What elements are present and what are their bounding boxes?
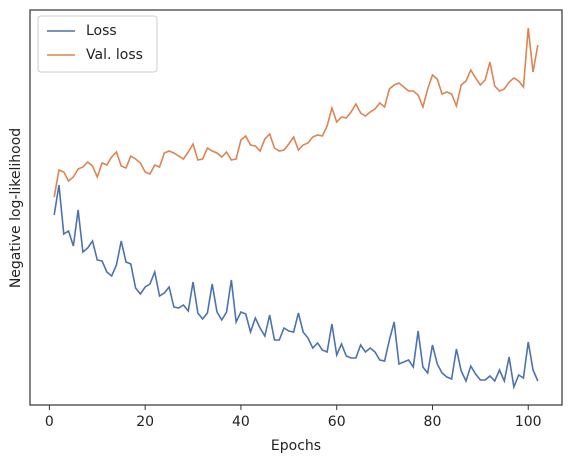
legend: Loss Val. loss xyxy=(37,15,158,73)
y-axis-label: Negative log-likelihood xyxy=(8,128,24,288)
x-tick-label: 100 xyxy=(515,414,542,430)
x-tick-label: 0 xyxy=(45,414,54,430)
line-series xyxy=(53,184,539,390)
axes-frame xyxy=(29,9,563,406)
x-tick-label: 40 xyxy=(232,414,250,430)
x-tick-label: 20 xyxy=(136,414,154,430)
legend-box xyxy=(37,15,158,73)
line-series xyxy=(53,27,539,198)
legend-label: Loss xyxy=(86,23,117,39)
x-axis-label: Epochs xyxy=(271,438,321,454)
x-tick-label: 60 xyxy=(328,414,346,430)
x-tick-label: 80 xyxy=(424,414,442,430)
legend-label: Val. loss xyxy=(86,47,143,63)
